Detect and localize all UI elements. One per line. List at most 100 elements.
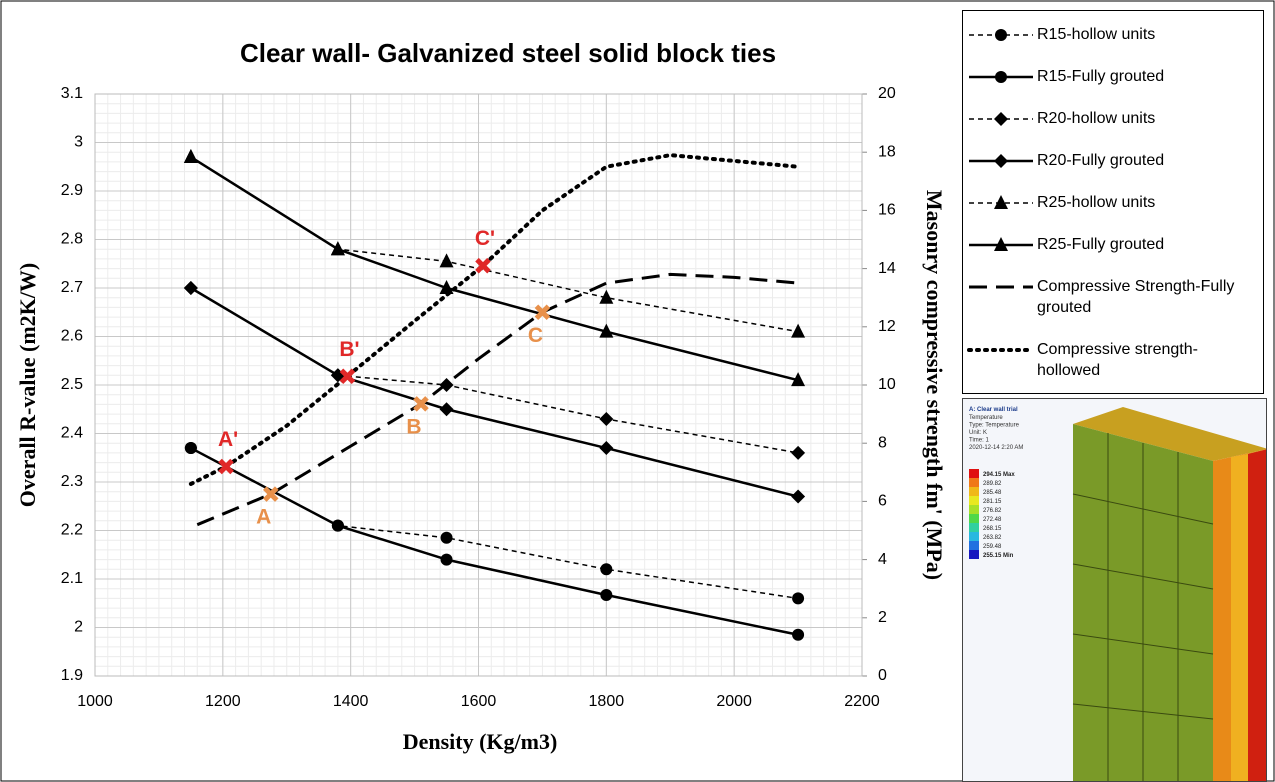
scale-swatch <box>969 478 979 487</box>
y-tick-label: 1.9 <box>61 667 83 684</box>
y2-tick-label: 12 <box>878 318 896 335</box>
marker <box>184 149 198 163</box>
legend-label: Compressive Strength-Fully grouted <box>1037 276 1247 318</box>
marker <box>184 281 198 295</box>
inset-line: Unit: K <box>969 430 987 436</box>
y-tick-label: 2.3 <box>61 473 83 490</box>
x-axis-title: Density (Kg/m3) <box>403 729 558 754</box>
legend-label: R25-hollow units <box>1037 192 1247 213</box>
marker <box>441 532 453 544</box>
legend-item: R20-Fully grouted <box>963 150 1263 171</box>
inset-title: A: Clear wall trial <box>969 407 1018 413</box>
x-tick-label: 2000 <box>716 693 752 710</box>
y-tick-label: 3.1 <box>61 85 83 102</box>
series-line <box>191 288 798 497</box>
scale-label: 294.15 Max <box>983 472 1015 478</box>
marker <box>331 241 345 255</box>
inset-line: 2020-12-14 2:20 AM <box>969 445 1023 451</box>
marker <box>791 324 805 338</box>
legend-swatch <box>963 152 1037 170</box>
y2-tick-label: 16 <box>878 202 896 219</box>
legend: R15-hollow units R15-Fully grouted R20-hol… <box>962 10 1264 394</box>
scale-swatch <box>969 514 979 523</box>
legend-swatch <box>963 194 1037 212</box>
legend-label: R15-Fully grouted <box>1037 66 1247 87</box>
scale-label: 276.82 <box>983 508 1002 514</box>
wall-side-hot <box>1248 449 1266 781</box>
scale-label: 259.48 <box>983 544 1002 550</box>
legend-item: Compressive strength-hollowed <box>963 339 1263 381</box>
marker <box>994 195 1008 209</box>
scale-label: 255.15 Min <box>983 553 1014 559</box>
x-tick-label: 1000 <box>77 693 113 710</box>
scale-swatch <box>969 550 979 559</box>
series-line <box>191 448 798 635</box>
marker <box>332 520 344 532</box>
legend-item: R15-hollow units <box>963 24 1263 45</box>
scale-swatch <box>969 532 979 541</box>
legend-item: R15-Fully grouted <box>963 66 1263 87</box>
legend-label: R15-hollow units <box>1037 24 1247 45</box>
annotation-label: A' <box>218 428 238 451</box>
marker <box>600 563 612 575</box>
legend-swatch <box>963 110 1037 128</box>
legend-item: Compressive Strength-Fully grouted <box>963 276 1263 318</box>
x-tick-label: 1200 <box>205 693 241 710</box>
y-tick-label: 2.5 <box>61 376 83 393</box>
marker <box>995 71 1007 83</box>
annotation-label: A <box>256 506 271 529</box>
scale-label: 263.82 <box>983 535 1002 541</box>
legend-label: R20-hollow units <box>1037 108 1247 129</box>
y2-tick-label: 20 <box>878 85 896 102</box>
chart-title: Clear wall- Galvanized steel solid block… <box>240 38 776 68</box>
legend-swatch <box>963 236 1037 254</box>
y2-tick-label: 2 <box>878 609 887 626</box>
legend-swatch <box>963 341 1037 359</box>
scale-swatch <box>969 469 979 478</box>
scale-label: 272.48 <box>983 517 1002 523</box>
y-tick-label: 2.7 <box>61 279 83 296</box>
y-tick-label: 3 <box>74 134 83 151</box>
legend-item: R20-hollow units <box>963 108 1263 129</box>
scale-label: 281.15 <box>983 499 1002 505</box>
y2-tick-label: 0 <box>878 667 887 684</box>
scale-swatch <box>969 505 979 514</box>
legend-swatch <box>963 68 1037 86</box>
inset-line: Type: Temperature <box>969 423 1020 429</box>
y-tick-label: 2.1 <box>61 570 83 587</box>
y-axis-title: Overall R-value (m2K/W) <box>15 263 40 507</box>
marker <box>995 29 1007 41</box>
scale-swatch <box>969 487 979 496</box>
annotation-label: B <box>406 415 421 438</box>
y2-tick-label: 14 <box>878 260 896 277</box>
marker <box>440 253 454 267</box>
scale-swatch <box>969 541 979 550</box>
marker <box>994 154 1008 168</box>
marker <box>792 629 804 641</box>
inset-render: A: Clear wall trial Temperature Type: Temp… <box>963 399 1266 781</box>
inset-line: Temperature <box>969 415 1003 421</box>
legend-item: R25-hollow units <box>963 192 1263 213</box>
annotation-label: C <box>528 324 543 347</box>
marker <box>441 554 453 566</box>
y-tick-label: 2.9 <box>61 182 83 199</box>
series-line <box>197 274 798 524</box>
y2-tick-label: 4 <box>878 551 887 568</box>
series-line <box>191 448 798 598</box>
x-tick-label: 2200 <box>844 693 880 710</box>
y-tick-label: 2.2 <box>61 522 83 539</box>
legend-item: R25-Fully grouted <box>963 234 1263 255</box>
y-tick-label: 2.6 <box>61 328 83 345</box>
legend-label: Compressive strength-hollowed <box>1037 339 1247 381</box>
y2-tick-label: 6 <box>878 493 887 510</box>
legend-swatch <box>963 26 1037 44</box>
marker <box>994 112 1008 126</box>
page: Clear wall- Galvanized steel solid block… <box>0 0 1275 782</box>
y-tick-label: 2.4 <box>61 425 83 442</box>
y-tick-label: 2 <box>74 619 83 636</box>
inset-line: Time: 1 <box>969 438 989 444</box>
scale-label: 285.48 <box>983 490 1002 496</box>
y2-tick-label: 18 <box>878 143 896 160</box>
y2-tick-label: 10 <box>878 376 896 393</box>
wall-side-mid <box>1231 454 1248 781</box>
